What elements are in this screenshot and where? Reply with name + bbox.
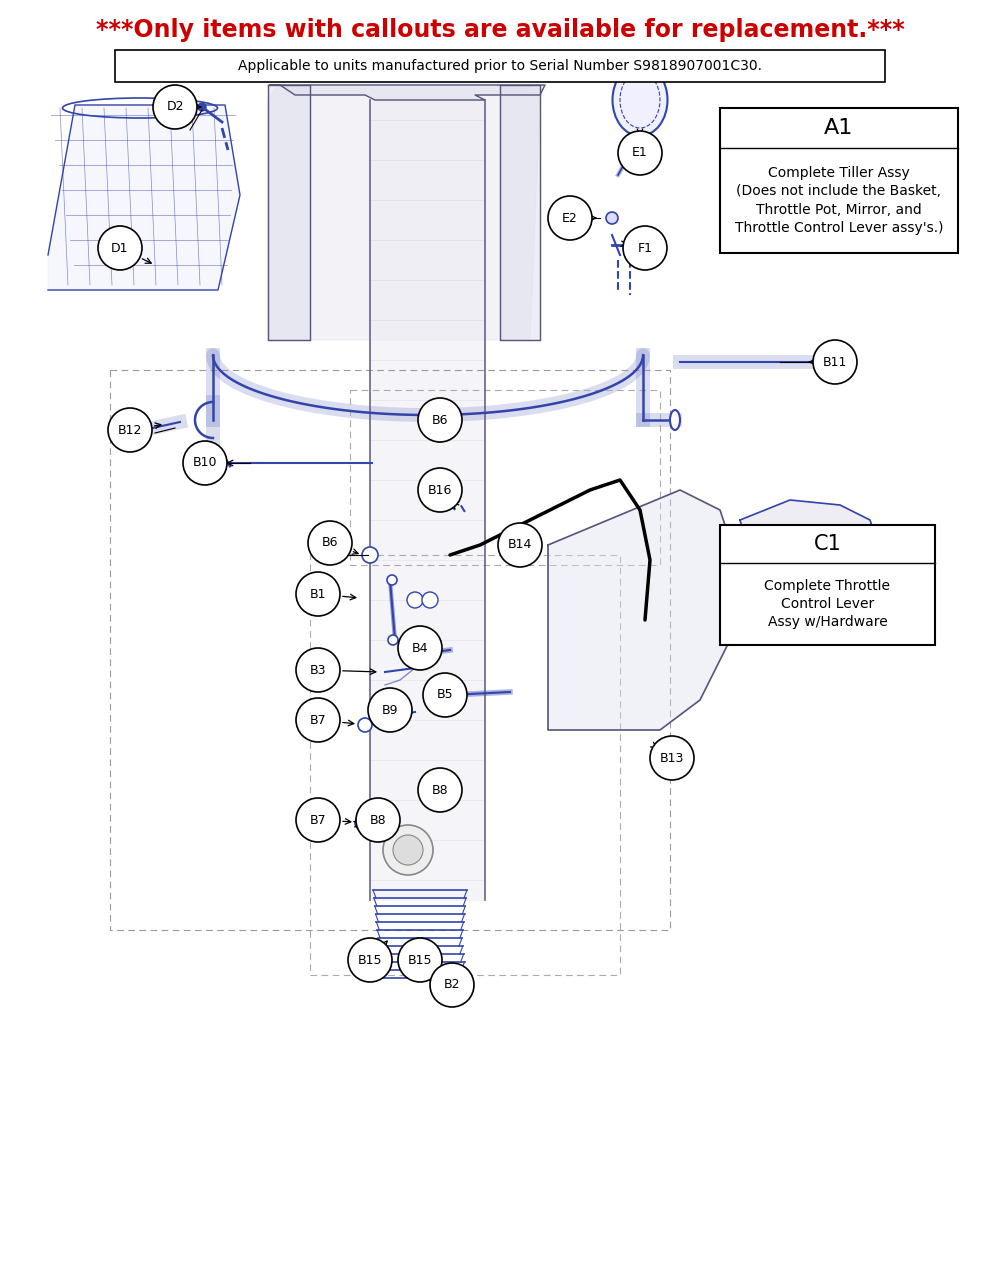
Text: B1: B1 bbox=[310, 588, 326, 601]
Circle shape bbox=[548, 196, 592, 239]
Circle shape bbox=[813, 340, 857, 384]
Text: B13: B13 bbox=[660, 751, 684, 764]
Text: B6: B6 bbox=[322, 536, 338, 550]
Polygon shape bbox=[268, 85, 310, 340]
Circle shape bbox=[398, 626, 442, 670]
Circle shape bbox=[362, 547, 378, 563]
Text: B8: B8 bbox=[370, 813, 386, 826]
Polygon shape bbox=[500, 85, 540, 340]
Text: B5: B5 bbox=[437, 688, 453, 702]
Circle shape bbox=[348, 938, 392, 982]
Text: B8: B8 bbox=[432, 783, 448, 797]
Circle shape bbox=[108, 408, 152, 452]
Circle shape bbox=[422, 592, 438, 608]
Circle shape bbox=[356, 798, 400, 843]
Text: B6: B6 bbox=[432, 413, 448, 427]
Circle shape bbox=[358, 718, 372, 732]
Circle shape bbox=[198, 103, 206, 111]
Circle shape bbox=[296, 798, 340, 843]
Circle shape bbox=[153, 85, 197, 129]
Circle shape bbox=[430, 963, 474, 1007]
Text: Complete Tiller Assy
(Does not include the Basket,
Throttle Pot, Mirror, and
Thr: Complete Tiller Assy (Does not include t… bbox=[735, 166, 943, 236]
Ellipse shape bbox=[383, 825, 433, 875]
Circle shape bbox=[388, 635, 398, 645]
Circle shape bbox=[418, 398, 462, 442]
Circle shape bbox=[650, 736, 694, 780]
Circle shape bbox=[418, 468, 462, 512]
Circle shape bbox=[387, 575, 397, 585]
Circle shape bbox=[398, 938, 442, 982]
Text: Applicable to units manufactured prior to Serial Number S9818907001C30.: Applicable to units manufactured prior t… bbox=[238, 60, 762, 73]
Text: B11: B11 bbox=[823, 356, 847, 369]
Text: B15: B15 bbox=[408, 954, 432, 967]
Circle shape bbox=[296, 571, 340, 616]
Circle shape bbox=[368, 688, 412, 732]
Polygon shape bbox=[548, 490, 740, 730]
Circle shape bbox=[520, 540, 536, 556]
Circle shape bbox=[308, 521, 352, 565]
Text: Complete Throttle
Control Lever
Assy w/Hardware: Complete Throttle Control Lever Assy w/H… bbox=[765, 579, 891, 630]
Circle shape bbox=[355, 816, 369, 830]
Circle shape bbox=[438, 786, 452, 799]
Circle shape bbox=[436, 424, 448, 436]
Polygon shape bbox=[270, 85, 545, 100]
Text: A1: A1 bbox=[824, 118, 854, 138]
Circle shape bbox=[498, 523, 542, 568]
Polygon shape bbox=[370, 100, 485, 900]
Text: C1: C1 bbox=[814, 533, 841, 554]
Ellipse shape bbox=[612, 65, 668, 136]
Text: B14: B14 bbox=[508, 538, 532, 551]
Text: ***Only items with callouts are available for replacement.***: ***Only items with callouts are availabl… bbox=[96, 18, 904, 42]
Text: B10: B10 bbox=[193, 456, 217, 470]
Circle shape bbox=[623, 226, 667, 270]
Polygon shape bbox=[268, 70, 540, 340]
Circle shape bbox=[296, 647, 340, 692]
Text: D2: D2 bbox=[166, 100, 184, 114]
Text: E2: E2 bbox=[562, 212, 578, 224]
Text: E1: E1 bbox=[632, 147, 648, 160]
Ellipse shape bbox=[393, 835, 423, 865]
Circle shape bbox=[98, 226, 142, 270]
Ellipse shape bbox=[670, 411, 680, 430]
Circle shape bbox=[407, 592, 423, 608]
Circle shape bbox=[418, 768, 462, 812]
Text: B7: B7 bbox=[310, 713, 326, 726]
Circle shape bbox=[618, 131, 662, 175]
Text: B15: B15 bbox=[358, 954, 382, 967]
Text: B4: B4 bbox=[412, 641, 428, 655]
Text: B2: B2 bbox=[444, 978, 460, 992]
Circle shape bbox=[183, 441, 227, 485]
Circle shape bbox=[371, 813, 385, 827]
Text: B16: B16 bbox=[428, 484, 452, 497]
Polygon shape bbox=[48, 105, 240, 290]
Ellipse shape bbox=[830, 352, 840, 372]
FancyBboxPatch shape bbox=[720, 525, 935, 645]
FancyBboxPatch shape bbox=[115, 49, 885, 82]
Text: F1: F1 bbox=[638, 242, 652, 255]
Circle shape bbox=[296, 698, 340, 742]
Text: B9: B9 bbox=[382, 703, 398, 717]
Text: B12: B12 bbox=[118, 423, 142, 437]
Text: B7: B7 bbox=[310, 813, 326, 826]
Text: D1: D1 bbox=[111, 242, 129, 255]
Polygon shape bbox=[740, 500, 880, 609]
Ellipse shape bbox=[606, 212, 618, 224]
Circle shape bbox=[423, 673, 467, 717]
Text: B3: B3 bbox=[310, 664, 326, 677]
FancyBboxPatch shape bbox=[720, 108, 958, 253]
Circle shape bbox=[393, 710, 403, 720]
